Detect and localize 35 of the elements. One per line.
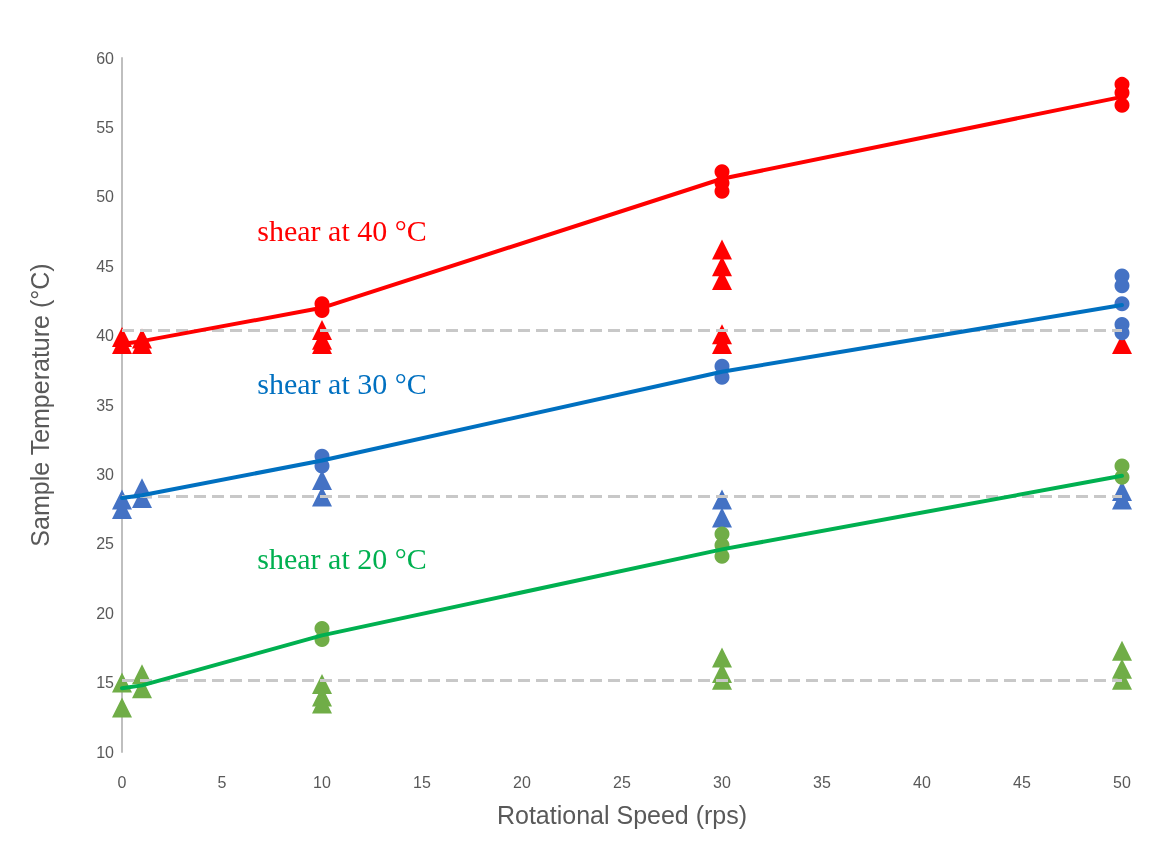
- y-tick-label: 30: [96, 465, 115, 483]
- point: [112, 697, 132, 718]
- x-tick-label: 15: [413, 773, 431, 791]
- x-tick-label: 50: [1113, 773, 1131, 791]
- point: [712, 507, 732, 528]
- x-tick-label: 35: [813, 773, 831, 791]
- x-axis-title: Rotational Speed (rps): [496, 800, 748, 829]
- y-tick-label: 40: [96, 327, 115, 345]
- x-tick-label: 40: [913, 773, 931, 791]
- y-tick-label: 60: [96, 49, 115, 67]
- series-label: shear at 40 °C: [257, 214, 427, 248]
- point: [1112, 640, 1132, 661]
- x-tick-label: 10: [313, 773, 331, 791]
- y-tick-label: 50: [96, 188, 115, 206]
- y-tick-label: 25: [96, 535, 115, 553]
- x-tick-label: 25: [613, 773, 631, 791]
- point: [1114, 278, 1130, 294]
- x-tick-label: 30: [713, 773, 731, 791]
- x-tick-label: 0: [117, 773, 127, 791]
- point: [712, 239, 732, 260]
- y-tick-label: 20: [96, 604, 115, 622]
- y-axis-title: Sample Temperature (°C): [25, 263, 54, 547]
- x-tick-label: 45: [1013, 773, 1031, 791]
- series-label: shear at 20 °C: [257, 541, 427, 575]
- point: [712, 256, 732, 277]
- point: [712, 647, 732, 668]
- y-tick-label: 55: [96, 118, 115, 136]
- y-tick-label: 45: [96, 257, 115, 275]
- x-tick-label: 20: [513, 773, 531, 791]
- y-tick-label: 35: [96, 396, 115, 414]
- x-tick-label: 5: [217, 773, 227, 791]
- y-tick-label: 15: [96, 674, 115, 692]
- y-tick-label: 10: [96, 743, 115, 761]
- point: [1114, 97, 1130, 113]
- series-label: shear at 30 °C: [257, 367, 427, 401]
